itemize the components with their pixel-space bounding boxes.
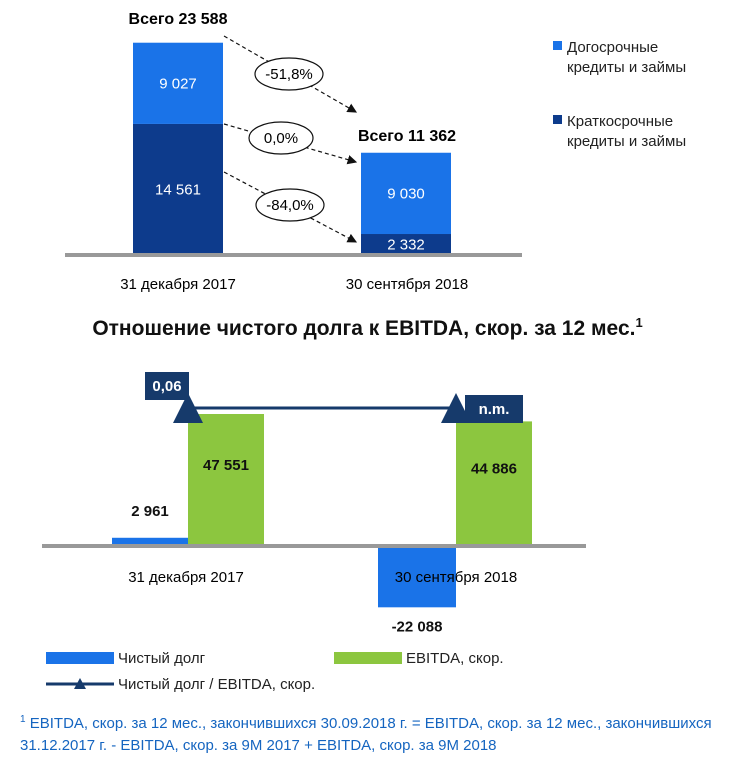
bar-label-ebitda-2018: 44 886 <box>471 461 517 478</box>
legend-marker-ratio <box>74 678 86 689</box>
legend-swatch-netdebt <box>46 652 114 664</box>
debt-category-2017: 31 декабря 2017 <box>120 276 236 293</box>
total-label-2018: Всего 11 362 <box>358 128 456 145</box>
bar-netdebt-2017 <box>112 537 188 546</box>
legend-label-ebitda: EBITDA, скор. <box>406 650 504 667</box>
bar-netdebt-2018 <box>378 546 456 608</box>
change-total: -51,8% <box>265 66 313 83</box>
legend-swatch-longterm <box>553 41 562 50</box>
ebitda-chart-title-sup: 1 <box>635 315 643 330</box>
bar-ebitda-2018 <box>456 421 532 546</box>
total-label-2017: Всего 23 588 <box>129 11 228 28</box>
bar-label-netdebt-2017: 2 961 <box>131 503 169 520</box>
debt-category-2018: 30 сентября 2018 <box>346 276 468 293</box>
change-badges: -51,8% 0,0% -84,0% <box>248 57 325 222</box>
legend-label-netdebt: Чистый долг <box>118 650 206 667</box>
bar-label-shortterm-2017: 14 561 <box>155 181 201 198</box>
debt-bars: 14 561 9 027 2 332 9 030 <box>133 42 451 256</box>
ratio-label-2017: 0,06 <box>152 378 181 395</box>
ebitda-chart-title: Отношение чистого долга к EBITDA, скор. … <box>0 315 735 341</box>
bar-label-ebitda-2017: 47 551 <box>203 457 249 474</box>
legend-label-shortterm: Краткосрочные кредиты и займы <box>567 113 686 150</box>
ebitda-bars: 2 961 47 551 -22 088 44 886 <box>112 414 532 635</box>
ebitda-legend: Чистый долг EBITDA, скор. Чистый долг / … <box>46 650 504 693</box>
debt-legend: Догосрочные кредиты и займы Краткосрочные… <box>553 39 686 150</box>
change-arrow-shortterm <box>223 171 358 243</box>
footnote: 1 EBITDA, скор. за 12 мес., закончившихс… <box>20 709 720 757</box>
ebitda-category-2018: 30 сентября 2018 <box>395 569 517 586</box>
legend-swatch-shortterm <box>553 115 562 124</box>
legend-label-longterm: Догосрочные кредиты и займы <box>567 39 686 76</box>
bar-longterm-2018 <box>361 152 451 235</box>
change-arrow-longterm <box>223 123 358 165</box>
bar-label-longterm-2018: 9 030 <box>387 185 425 202</box>
ratio-box-2017 <box>145 372 189 400</box>
bar-shortterm-2017 <box>133 123 223 256</box>
change-longterm: 0,0% <box>264 130 298 147</box>
footnote-sup: 1 <box>20 714 26 725</box>
change-arrows <box>223 35 358 243</box>
bar-shortterm-2018 <box>361 234 451 255</box>
bar-label-netdebt-2018: -22 088 <box>392 618 443 635</box>
legend-label-ratio: Чистый долг / EBITDA, скор. <box>118 676 315 693</box>
change-arrow-total <box>223 35 358 113</box>
footnote-text: EBITDA, скор. за 12 мес., закончившихся … <box>20 715 712 754</box>
ebitda-chart-title-text: Отношение чистого долга к EBITDA, скор. … <box>92 317 636 340</box>
bar-label-longterm-2017: 9 027 <box>159 75 197 92</box>
legend-swatch-ebitda <box>334 652 402 664</box>
ratio-box-2018 <box>465 395 523 423</box>
debt-charts: 14 561 9 027 2 332 9 030 Всего 23 588 Всего… <box>42 11 686 693</box>
bar-label-shortterm-2018: 2 332 <box>387 237 425 254</box>
bar-longterm-2017 <box>133 42 223 124</box>
ebitda-category-2017: 31 декабря 2017 <box>128 569 244 586</box>
bar-ebitda-2017 <box>188 414 264 546</box>
ratio-label-2018: n.m. <box>479 401 510 418</box>
change-shortterm: -84,0% <box>266 197 314 214</box>
